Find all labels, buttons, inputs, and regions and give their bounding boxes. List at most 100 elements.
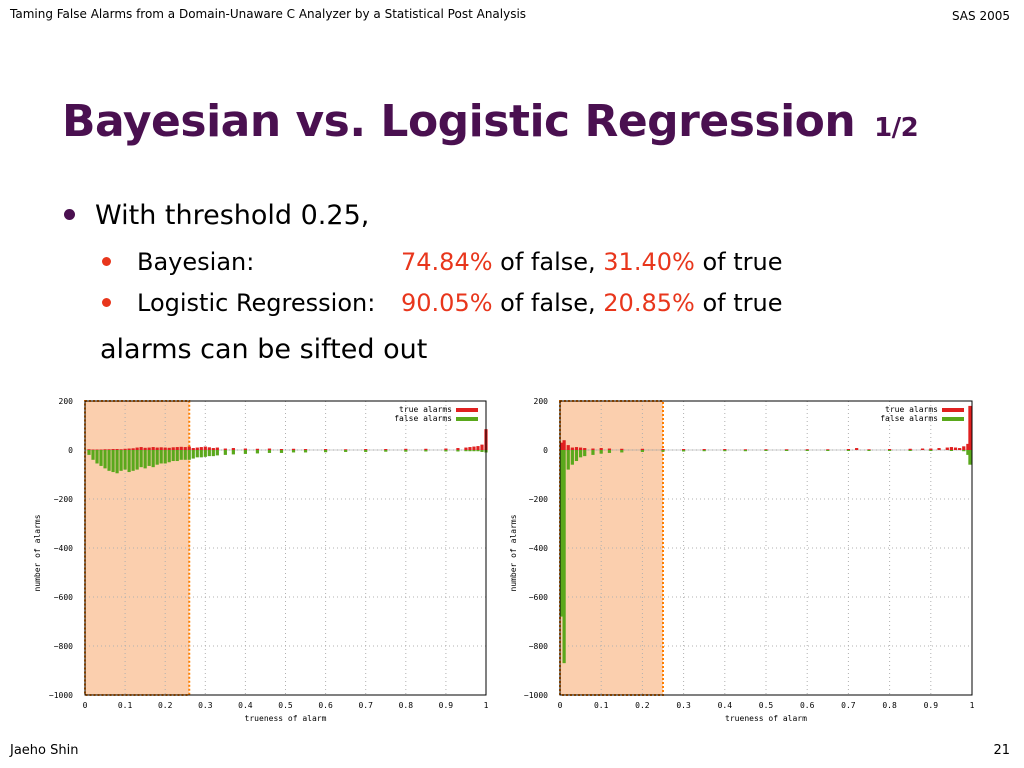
logistic-chart: 200 0 −200 −400 −600 −800 −1000 0 0.1 0.2 0.3 0.4 0.… [509,397,975,723]
x-tick-label: 0.3 [676,701,691,710]
y-tick-label: −800 [529,642,548,651]
false-alarm-bar [560,450,564,617]
false-alarm-bar [203,450,207,457]
bullet-dot-icon [102,297,111,307]
true-alarm-bar [187,446,191,450]
false-alarm-bar [966,450,970,455]
false-alarm-bar [127,450,131,473]
true-alarm-bar [159,447,163,450]
true-alarm-bar [139,447,143,450]
true-alarm-bar [147,447,151,450]
true-alarm-bar [560,442,564,450]
x-tick-label: 0.7 [841,701,856,710]
true-alarm-bar [958,448,962,450]
true-alarm-bar [115,449,119,451]
false-alarm-bar [682,450,686,452]
false-alarm-bar [574,450,579,462]
false-alarm-bar [579,450,583,458]
false-alarm-bar [215,450,219,456]
false-alarm-bar [103,450,107,469]
true-alarm-bar [826,449,830,451]
true-alarm-bar [723,449,727,451]
bullet-tail: alarms can be sifted out [100,334,428,365]
false-alarm-bar [702,450,706,452]
true-alarm-bar [344,449,348,451]
true-alarm-bar [223,448,227,450]
false-alarm-bar [476,450,480,452]
true-alarm-bar [968,405,972,450]
false-alarm-bar [183,450,187,460]
x-tick-label: 0.2 [635,701,650,710]
y-axis-label: number of alarms [33,514,42,591]
false-alarm-bar [175,450,179,462]
true-alarm-bar [215,447,219,450]
true-alarm-bar [291,448,296,450]
false-alarm-bar [464,450,468,452]
false-alarm-bar [566,450,570,470]
true-alarm-bar [195,447,199,450]
false-alarm-bar [191,450,195,459]
true-alarm-bar [574,447,579,450]
true-alarm-bar [846,449,850,451]
false-alarm-bar [468,450,472,452]
true-alarm-bar [640,448,644,450]
y-tick-label: −600 [54,593,73,602]
false-alarm-bar [867,450,871,451]
false-alarm-bar [99,450,103,466]
false-alarm-bar [364,450,368,452]
true-alarm-bar [191,448,195,450]
false-alarm-bar [211,450,215,457]
legend-swatch [942,408,964,412]
true-alarm-bar [456,448,460,450]
true-alarm-bar [155,447,159,450]
false-alarm-bar [123,450,127,470]
false-alarm-bar [599,450,603,454]
false-alarm-bar [187,450,191,460]
true-alarm-bar [243,448,247,450]
true-alarm-bar [107,449,111,451]
true-alarm-bar [472,446,476,450]
true-alarm-bar [468,447,472,450]
false-alarm-bar [223,450,227,455]
false-alarm-bar [131,450,135,471]
false-alarm-bar [303,450,308,453]
false-alarm-bar [888,450,892,451]
true-alarm-bar [570,447,574,450]
true-alarm-bar [87,449,91,451]
slide-title-main: Bayesian vs. Logistic Regression [62,96,856,147]
false-alarm-bar [480,450,484,452]
false-alarm-bar [404,450,408,452]
x-tick-label: 0.9 [924,701,939,710]
false-alarm-bar [424,450,428,452]
true-alarm-bar [480,444,484,450]
plot-frame [84,400,487,696]
y-tick-label: 0 [68,446,73,455]
true-alarm-bar [562,440,566,450]
false-alarm-bar [291,450,296,453]
y-tick-label: −1000 [49,691,73,700]
true-alarm-bar [135,447,139,450]
legend-label: false alarms [394,414,452,423]
true-alarm-bar [207,447,211,450]
true-alarm-bar [167,447,171,450]
bullet-text: of false, [500,289,596,317]
x-tick-label: 0 [83,701,88,710]
true-alarm-bar [583,448,587,450]
footer-author: Jaeho Shin [10,743,79,758]
false-alarm-bar [167,450,171,463]
highlight-region [559,400,664,696]
header-conference: SAS 2005 [951,9,1010,23]
true-alarm-bar [303,449,308,451]
true-alarm-bar [171,447,175,450]
false-alarm-bar [87,450,91,455]
false-alarm-bar [344,450,348,452]
false-alarm-bar [583,450,587,457]
true-alarm-bar [384,449,388,451]
true-alarm-bar [103,449,107,451]
x-tick-label: 0.2 [158,701,173,710]
true-alarm-bar [476,446,480,450]
y-tick-label: 200 [59,397,74,406]
bayesian-chart: 200 0 −200 −400 −600 −800 −1000 0 0.1 0.2 0.3 0.4 0.… [33,397,489,723]
false-alarm-bar [107,450,111,471]
true-alarm-bar [949,447,953,450]
